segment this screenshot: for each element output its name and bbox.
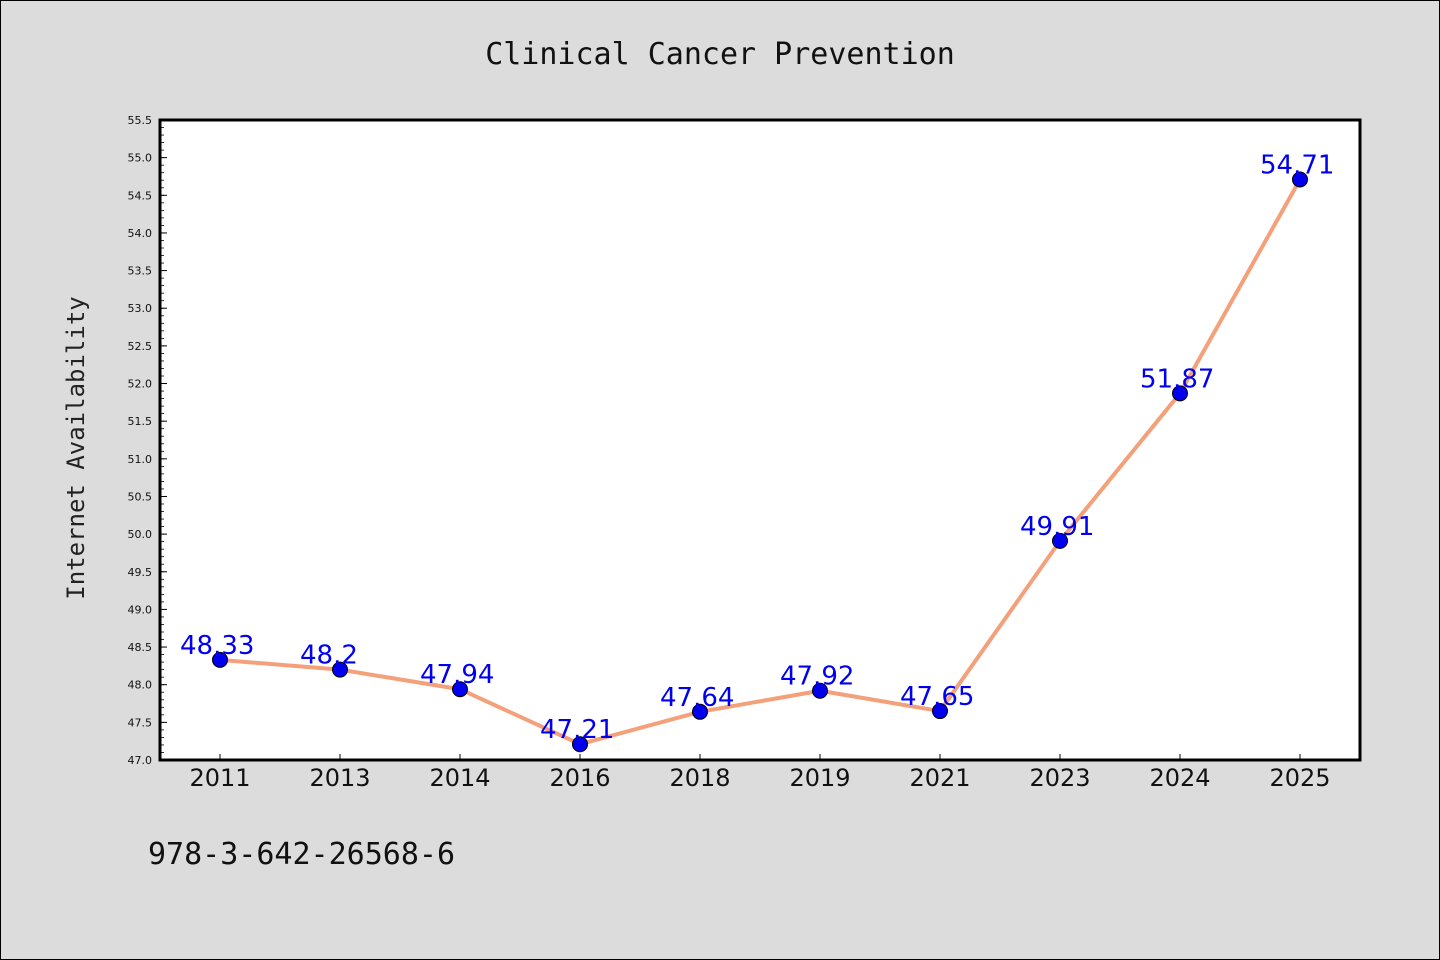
y-tick-label: 48.5 <box>128 641 153 654</box>
y-axis-label: Internet Availability <box>62 296 90 599</box>
data-label: 47.92 <box>780 662 854 692</box>
y-tick-label: 53.0 <box>128 302 153 315</box>
y-tick-label: 49.5 <box>128 566 153 579</box>
x-tick-label: 2023 <box>1029 764 1090 792</box>
y-tick-label: 50.5 <box>128 490 153 503</box>
x-tick-label: 2016 <box>549 764 610 792</box>
x-tick-label: 2021 <box>909 764 970 792</box>
data-point <box>1292 171 1308 188</box>
y-tick-label: 54.0 <box>128 227 153 240</box>
data-point <box>1172 385 1188 402</box>
y-tick-label: 55.5 <box>128 114 153 127</box>
y-tick-label: 51.0 <box>128 453 153 466</box>
data-point <box>1052 532 1068 549</box>
data-point <box>572 736 588 753</box>
x-tick-label: 2024 <box>1149 764 1210 792</box>
y-tick-label: 53.5 <box>128 265 153 278</box>
x-tick-label: 2025 <box>1269 764 1330 792</box>
data-point <box>692 703 708 720</box>
plot-area <box>160 120 1360 760</box>
plot-border <box>158 118 1362 762</box>
y-tick-label: 49.0 <box>128 603 153 616</box>
data-label: 48.33 <box>180 631 254 661</box>
data-point <box>932 703 948 720</box>
data-label: 48.2 <box>300 641 358 671</box>
data-point <box>452 681 468 698</box>
data-labels: 48.33 48.2 47.94 47.21 47.64 47.92 47.65 49.91 5… <box>180 150 1334 745</box>
isbn-annotation: 978-3-642-26568-6 <box>148 837 455 872</box>
data-point <box>212 651 228 668</box>
x-tick-label: 2019 <box>789 764 850 792</box>
y-tick-label: 52.5 <box>128 340 153 353</box>
data-label: 47.65 <box>900 682 974 712</box>
data-label: 47.94 <box>420 660 494 690</box>
y-axis: 47.0 47.5 48.0 48.5 49.0 49.5 50.0 50.5 51.0 51.5… <box>128 114 167 767</box>
y-tick-label: 54.5 <box>128 189 153 202</box>
data-point <box>332 661 348 678</box>
y-tick-label: 47.5 <box>128 716 153 729</box>
data-label: 51.87 <box>1140 364 1214 394</box>
data-point <box>812 682 828 699</box>
x-axis: 2011 2013 2014 2016 2018 2019 2021 2023 2024 2025 <box>189 754 1331 792</box>
x-tick-label: 2018 <box>669 764 730 792</box>
y-tick-label: 48.0 <box>128 679 153 692</box>
x-tick-label: 2013 <box>309 764 370 792</box>
data-label: 54.71 <box>1260 150 1334 180</box>
y-tick-label: 51.5 <box>128 415 153 428</box>
y-tick-label: 52.0 <box>128 378 153 391</box>
data-label: 47.64 <box>660 683 734 713</box>
y-tick-label: 47.0 <box>128 754 153 767</box>
series-line <box>219 178 1302 747</box>
y-tick-label: 50.0 <box>128 528 153 541</box>
series-polyline <box>219 178 1302 747</box>
series-markers <box>212 171 1308 753</box>
data-label: 49.91 <box>1020 512 1094 542</box>
x-tick-label: 2011 <box>189 764 250 792</box>
data-label: 47.21 <box>540 715 614 745</box>
x-tick-label: 2014 <box>429 764 490 792</box>
chart-title: Clinical Cancer Prevention <box>485 37 955 72</box>
y-tick-label: 55.0 <box>128 152 153 165</box>
